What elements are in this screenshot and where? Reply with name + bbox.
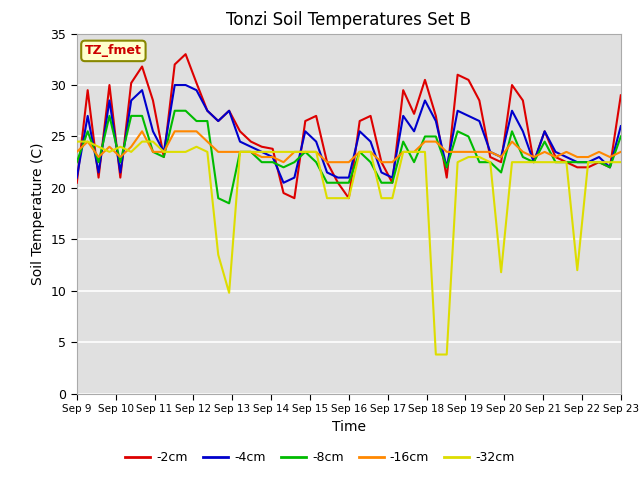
X-axis label: Time: Time (332, 420, 366, 433)
Text: TZ_fmet: TZ_fmet (85, 44, 142, 58)
Legend: -2cm, -4cm, -8cm, -16cm, -32cm: -2cm, -4cm, -8cm, -16cm, -32cm (120, 446, 520, 469)
Title: Tonzi Soil Temperatures Set B: Tonzi Soil Temperatures Set B (227, 11, 471, 29)
Y-axis label: Soil Temperature (C): Soil Temperature (C) (31, 143, 45, 285)
